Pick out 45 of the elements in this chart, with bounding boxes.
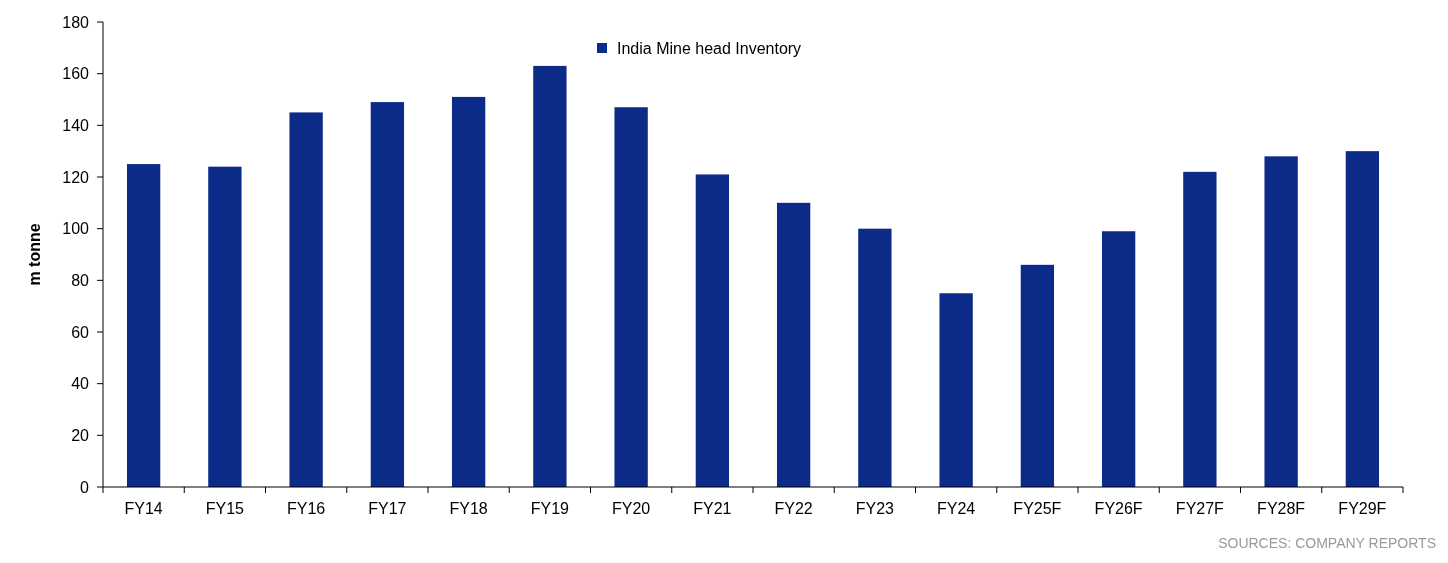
y-tick-label: 60: [71, 323, 90, 341]
bar: [695, 174, 730, 487]
bar: [208, 166, 242, 487]
y-tick-label: 180: [62, 13, 90, 31]
x-tick-label: FY22: [774, 499, 813, 517]
bar: [533, 65, 567, 487]
x-tick-label: FY29F: [1338, 499, 1387, 517]
y-tick-label: 100: [62, 220, 90, 238]
x-tick-label: FY23: [855, 499, 895, 517]
y-tick-label: 160: [62, 65, 90, 83]
y-tick-label: 80: [71, 271, 90, 289]
x-tick-label: FY18: [449, 499, 488, 517]
bar: [1020, 264, 1055, 487]
y-tick-label: 40: [71, 375, 90, 393]
bar: [1264, 156, 1298, 487]
bar: [126, 164, 161, 487]
bar: [776, 202, 811, 487]
y-tick-label: 20: [71, 426, 90, 444]
x-tick-label: FY28F: [1257, 499, 1306, 517]
bar: [614, 107, 648, 487]
x-tick-label: FY26F: [1094, 499, 1143, 517]
y-axis-title: m tonne: [26, 223, 43, 286]
bar: [939, 293, 973, 487]
bar: [1345, 151, 1380, 487]
bar: [451, 96, 486, 487]
x-tick-label: FY15: [205, 499, 245, 517]
legend-label: India Mine head Inventory: [617, 39, 802, 57]
bar: [1183, 171, 1217, 487]
x-tick-label: FY19: [530, 499, 570, 517]
bar: [370, 102, 405, 487]
y-tick-label: 120: [62, 168, 90, 186]
bar: [289, 112, 323, 487]
x-tick-label: FY20: [612, 499, 651, 517]
y-tick-label: 140: [62, 116, 90, 134]
x-tick-label: FY17: [368, 499, 407, 517]
x-tick-label: FY27F: [1175, 499, 1225, 517]
bar: [1101, 231, 1136, 487]
bar: [858, 228, 892, 487]
x-tick-label: FY25F: [1013, 499, 1062, 517]
x-tick-label: FY16: [287, 499, 326, 517]
x-tick-label: FY21: [693, 499, 732, 517]
source-note: SOURCES: COMPANY REPORTS: [1218, 535, 1436, 551]
x-tick-label: FY24: [937, 499, 976, 517]
y-tick-label: 0: [80, 478, 90, 496]
x-tick-label: FY14: [124, 499, 163, 517]
